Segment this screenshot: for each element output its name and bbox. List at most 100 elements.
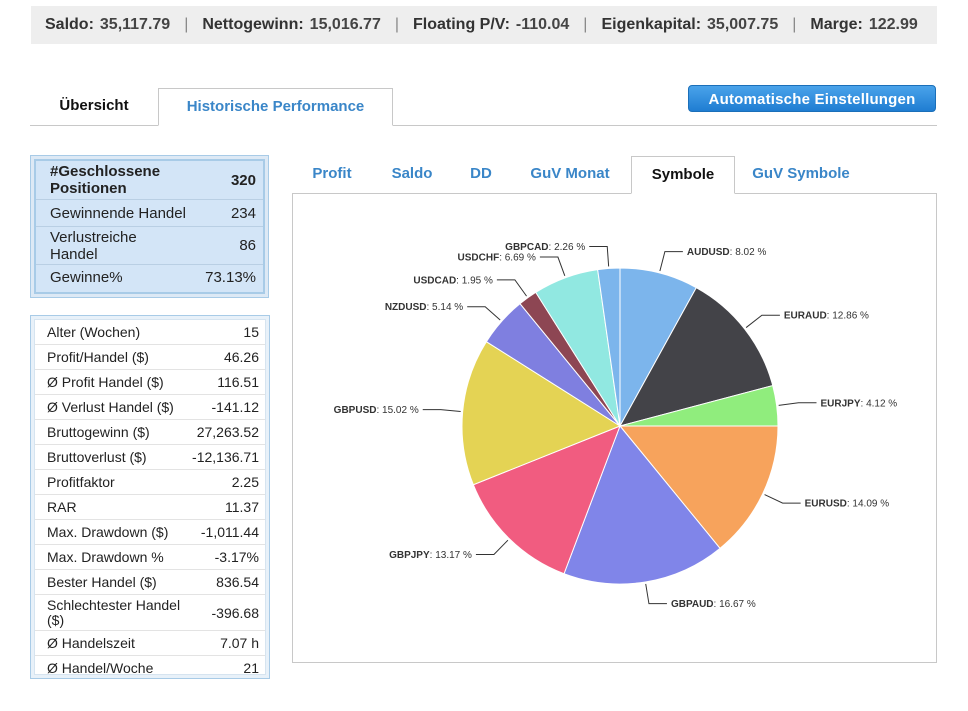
pie-label-percent: 2.26 % <box>554 242 585 253</box>
separator: | <box>583 16 588 33</box>
stat-row: RAR 11.37 <box>35 495 265 520</box>
stat-row: Schlechtester Handel ($) -396.68 <box>35 595 265 631</box>
chart-tab-profit[interactable]: Profit <box>312 165 352 182</box>
pie-label: AUDUSD: 8.02 % <box>687 247 767 258</box>
stat-label: Profit/Handel ($) <box>47 348 149 365</box>
pie-slice-euraud[interactable] <box>618 286 774 427</box>
pie-label-percent: 1.95 % <box>462 275 493 286</box>
pie-slice-gbpusd[interactable] <box>461 340 622 486</box>
summary-row: Gewinne% 73.13% <box>36 265 263 290</box>
pie-label-percent: 15.02 % <box>382 405 419 416</box>
stat-value: -396.68 <box>211 604 259 621</box>
pie-slice-gbpjpy[interactable] <box>472 425 621 575</box>
summary-label: Gewinne% <box>50 269 123 286</box>
chart-tab-guv-monat[interactable]: GuV Monat <box>530 165 610 182</box>
pie-connector <box>659 251 683 272</box>
stat-label: Ø Profit Handel ($) <box>47 373 164 390</box>
pie-label: GBPUSD: 15.02 % <box>334 405 419 416</box>
pie-label: GBPJPY: 13.17 % <box>389 550 472 561</box>
tab-overview[interactable]: Übersicht <box>59 97 129 114</box>
stat-value: -3.17% <box>214 549 259 565</box>
stat-label: Bruttogewinn ($) <box>47 423 150 440</box>
summary-value: 234 <box>230 204 256 222</box>
stat-value: 27,263.52 <box>196 424 259 440</box>
stat-row: Bruttogewinn ($) 27,263.52 <box>35 420 265 445</box>
symbols-pie-chart: AUDUSD: 8.02 % EURAUD: 12.86 % EURJPY: 4.1… <box>334 242 898 610</box>
stat-value: -141.12 <box>211 399 259 415</box>
margin-value: 122.99 <box>868 16 918 33</box>
stat-row: Max. Drawdown ($) -1,011.44 <box>35 520 265 545</box>
summary-row: Gewinnende Handel 234 <box>36 200 263 227</box>
pie-label: EURJPY: 4.12 % <box>820 398 897 409</box>
pie-label-percent: 13.17 % <box>435 550 472 561</box>
stat-value: 2.25 <box>231 474 259 490</box>
pie-connector <box>422 409 461 412</box>
pie-label-symbol: GBPJPY <box>389 550 430 561</box>
floating-pl-label: Floating P/V: <box>413 16 510 33</box>
equity-value: 35,007.75 <box>707 16 779 33</box>
pie-label-percent: 8.02 % <box>735 247 766 258</box>
stat-value: 116.51 <box>217 374 259 390</box>
balance-label: Saldo: <box>45 16 94 33</box>
pie-connector <box>764 494 801 504</box>
chart-tab-saldo[interactable]: Saldo <box>391 165 433 182</box>
chart-tab-dd[interactable]: DD <box>470 165 492 182</box>
pie-label-symbol: USDCHF <box>458 253 500 264</box>
pie-label: EURUSD: 14.09 % <box>805 499 890 510</box>
stat-label: RAR <box>47 498 77 515</box>
pie-label-percent: 16.67 % <box>719 599 756 610</box>
stat-label: Ø Handel/Woche <box>47 659 154 676</box>
trade-summary-panel: #Geschlossene Positionen 320 Gewinnende … <box>30 155 269 298</box>
summary-row: #Geschlossene Positionen 320 <box>36 161 263 200</box>
stat-value: 7.07 h <box>220 635 259 651</box>
pie-connector <box>589 245 610 267</box>
summary-value: 73.13% <box>205 269 256 286</box>
pie-connector <box>475 539 509 555</box>
pie-label: USDCAD: 1.95 % <box>413 275 493 286</box>
pie-slice-gbpcad[interactable] <box>597 267 621 427</box>
stat-label: Schlechtester Handel ($) <box>47 596 181 628</box>
pie-label-percent: 6.69 % <box>505 253 536 264</box>
pie-connector <box>539 256 566 276</box>
pie-slice-eurusd[interactable] <box>618 425 779 550</box>
pie-label-percent: 4.12 % <box>866 398 897 409</box>
stat-row: Bester Handel ($) 836.54 <box>35 570 265 595</box>
pie-label-symbol: GBPUSD <box>334 405 377 416</box>
stat-row: Profit/Handel ($) 46.26 <box>35 345 265 370</box>
chart-tab-symbole[interactable]: Symbole <box>631 156 735 194</box>
automatic-settings-button[interactable]: Automatische Einstellungen <box>688 85 936 112</box>
pie-slice-gbpaud[interactable] <box>563 425 721 585</box>
separator: | <box>184 16 189 33</box>
stat-label: Ø Handelszeit <box>47 634 135 651</box>
tab-historical-performance[interactable]: Historische Performance <box>158 88 393 126</box>
pie-connector <box>778 402 817 406</box>
pie-connector <box>645 583 667 605</box>
pie-label-symbol: USDCAD <box>413 275 456 286</box>
pie-label-percent: 14.09 % <box>852 499 889 510</box>
net-profit-label: Nettogewinn: <box>202 16 304 33</box>
pie-label-symbol: EURJPY <box>820 398 860 409</box>
pie-label: EURAUD: 12.86 % <box>784 311 869 322</box>
pie-label-symbol: GBPAUD <box>671 599 714 610</box>
balance-value: 35,117.79 <box>99 16 171 33</box>
floating-pl-value: -110.04 <box>515 16 570 33</box>
summary-label: Verlustreiche Handel <box>50 228 137 263</box>
stat-label: Max. Drawdown % <box>47 548 164 565</box>
summary-label: Gewinnende Handel <box>50 204 186 222</box>
chart-tab-guv-symbole[interactable]: GuV Symbole <box>752 165 850 182</box>
summary-value: 320 <box>230 171 256 189</box>
separator: | <box>394 16 400 33</box>
stat-label: Ø Verlust Handel ($) <box>47 398 174 415</box>
stat-row: Max. Drawdown % -3.17% <box>35 545 265 570</box>
pie-connector <box>467 306 501 321</box>
pie-label-symbol: NZDUSD <box>385 302 427 313</box>
stat-value: 46.26 <box>223 349 259 365</box>
stat-row: Ø Handel/Woche 21 <box>35 656 265 680</box>
stat-row: Ø Handelszeit 7.07 h <box>35 631 265 656</box>
summary-label: #Geschlossene Positionen <box>50 163 161 197</box>
stat-row: Alter (Wochen) 15 <box>35 320 265 345</box>
pie-label: GBPAUD: 16.67 % <box>671 599 756 610</box>
pie-label-symbol: EURAUD <box>784 311 827 322</box>
pie-label: NZDUSD: 5.14 % <box>385 302 463 313</box>
pie-connector <box>496 279 527 297</box>
